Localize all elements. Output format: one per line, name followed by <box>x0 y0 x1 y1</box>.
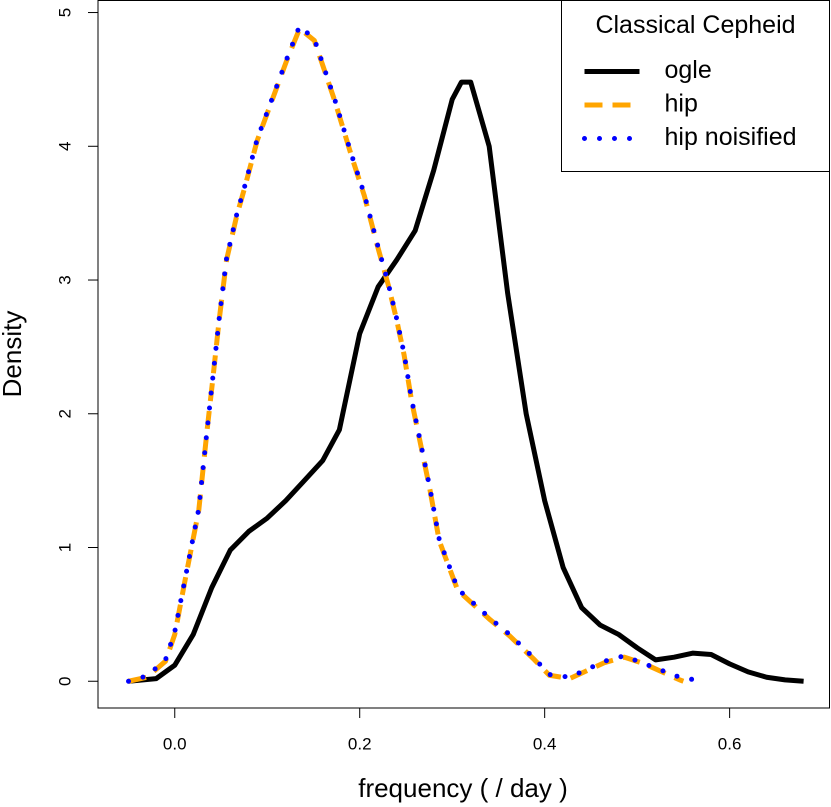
y-tick-label: 2 <box>55 409 74 418</box>
x-tick-label: 0.0 <box>163 734 187 753</box>
y-tick-label: 5 <box>55 8 74 17</box>
x-axis-label: frequency ( / day ) <box>358 773 568 803</box>
y-tick-label: 3 <box>55 275 74 284</box>
legend-label: ogle <box>665 56 712 84</box>
y-axis-label: Density <box>0 311 27 398</box>
x-tick-label: 0.2 <box>348 734 372 753</box>
legend-label: hip <box>665 90 698 118</box>
x-tick-label: 0.4 <box>533 734 557 753</box>
series-line <box>127 26 685 684</box>
legend-box <box>561 0 830 172</box>
y-tick-label: 1 <box>55 543 74 552</box>
x-tick-label: 0.6 <box>718 734 742 753</box>
legend-title: Classical Cepheid <box>595 11 795 39</box>
series-line <box>128 79 804 684</box>
y-tick-label: 0 <box>55 677 74 686</box>
y-tick-label: 4 <box>55 142 74 151</box>
legend-label: hip noisified <box>665 123 797 151</box>
